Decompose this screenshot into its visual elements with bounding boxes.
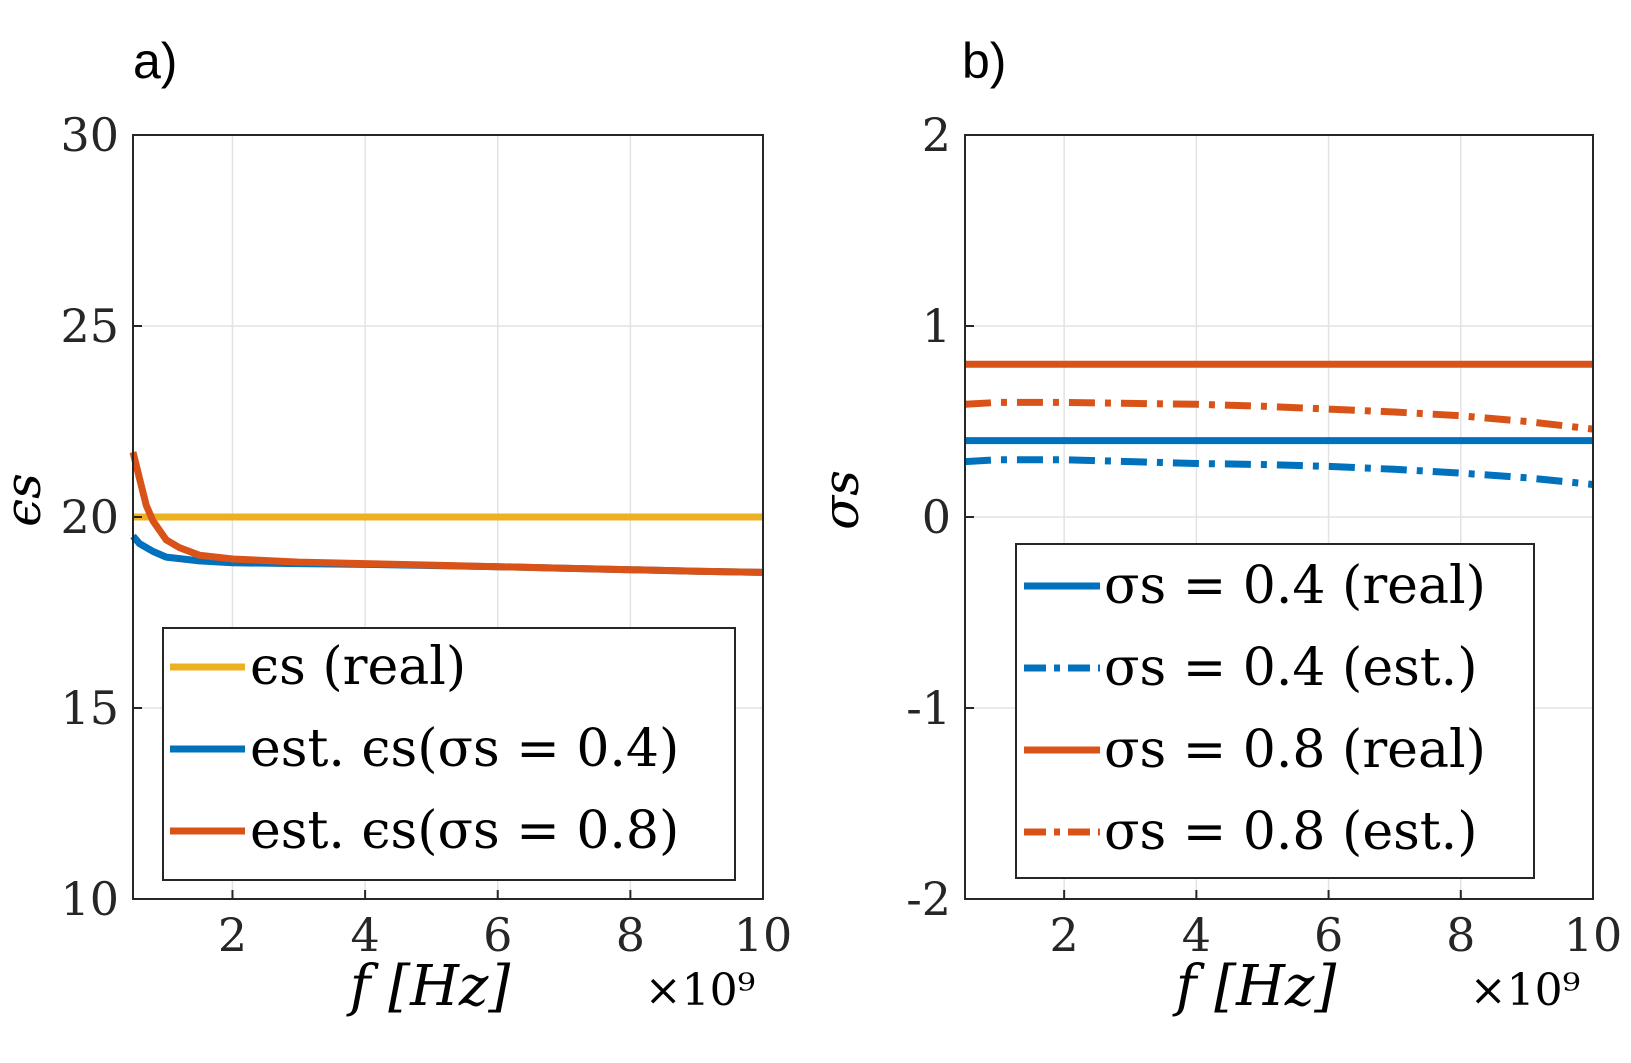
x-tick-label-a-1: 4 xyxy=(350,908,379,962)
y-tick-label-a-0: 10 xyxy=(60,872,119,926)
panel-label-b: b) xyxy=(962,33,1006,89)
chart-panel-b: b) 2 4 6 8 10 -2 -1 0 1 2 f [Hz] ×10⁹ σs σs = 0.… xyxy=(812,33,1622,1019)
x-tick-label-b-0: 2 xyxy=(1050,908,1079,962)
x-ticks-a: 2 4 6 8 10 xyxy=(218,890,792,962)
y-tick-label-a-2: 20 xyxy=(60,490,119,544)
series-group-a xyxy=(129,451,764,576)
x-multiplier-a: ×10⁹ xyxy=(645,965,756,1016)
y-axis-label-b: σs xyxy=(812,470,870,530)
y-tick-label-a-3: 25 xyxy=(60,299,119,353)
x-tick-label-a-3: 8 xyxy=(616,908,645,962)
x-tick-label-a-4: 10 xyxy=(734,908,793,962)
y-tick-label-b-1: -1 xyxy=(906,681,951,735)
legend-b: σs = 0.4 (real) σs = 0.4 (est.) σs = 0.8 (… xyxy=(1015,543,1535,879)
y-tick-label-b-4: 2 xyxy=(922,108,951,162)
series-line-a-2 xyxy=(129,451,764,576)
legend-label-b-1: σs = 0.4 (est.) xyxy=(1104,638,1478,698)
legend-label-b-3: σs = 0.8 (est.) xyxy=(1104,802,1478,862)
y-tick-label-a-1: 15 xyxy=(60,681,119,735)
legend-label-b-0: σs = 0.4 (real) xyxy=(1104,556,1486,616)
y-tick-label-b-2: 0 xyxy=(922,490,951,544)
x-ticks-b: 2 4 6 8 10 xyxy=(1050,890,1623,962)
y-ticks-a: 10 15 20 25 30 xyxy=(60,108,142,926)
y-axis-label-a: ϵs xyxy=(0,473,52,527)
x-tick-label-b-1: 4 xyxy=(1182,908,1211,962)
panel-label-a: a) xyxy=(133,33,177,89)
legend-box-a xyxy=(162,627,736,881)
y-ticks-b: -2 -1 0 1 2 xyxy=(906,108,974,926)
x-tick-label-a-0: 2 xyxy=(218,908,247,962)
chart-panel-a: a) 2 4 6 8 10 10 15 20 25 30 f [Hz] ×10⁹ ϵs ϵs (… xyxy=(0,33,792,1019)
legend-label-b-2: σs = 0.8 (real) xyxy=(1104,720,1486,780)
y-tick-label-a-4: 30 xyxy=(60,108,119,162)
legend-box-b xyxy=(1015,543,1535,879)
x-tick-label-b-4: 10 xyxy=(1564,908,1623,962)
series-group-b xyxy=(964,360,1594,488)
x-tick-label-b-2: 6 xyxy=(1314,908,1343,962)
legend-label-a-0: ϵs (real) xyxy=(250,637,466,697)
legend-label-a-2: est. ϵs(σs = 0.8) xyxy=(250,801,679,861)
x-multiplier-b: ×10⁹ xyxy=(1470,965,1581,1016)
y-tick-label-b-0: -2 xyxy=(906,872,951,926)
x-tick-label-a-2: 6 xyxy=(483,908,512,962)
legend-a: ϵs (real) est. ϵs(σs = 0.4) est. ϵs(σs = 0… xyxy=(162,627,736,881)
legend-label-a-1: est. ϵs(σs = 0.4) xyxy=(250,719,679,779)
series-line-b-3 xyxy=(964,398,1594,433)
x-tick-label-b-3: 8 xyxy=(1446,908,1475,962)
x-axis-label-b: f [Hz] xyxy=(1172,954,1337,1019)
x-axis-label-a: f [Hz] xyxy=(346,954,511,1019)
series-line-b-1 xyxy=(964,456,1594,488)
y-tick-label-b-3: 1 xyxy=(922,299,951,353)
